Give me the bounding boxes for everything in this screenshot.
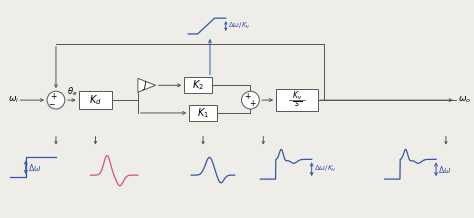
Bar <box>276 89 318 111</box>
Polygon shape <box>138 78 155 92</box>
Text: $K_2$: $K_2$ <box>192 78 204 92</box>
Text: $\frac{K_v}{s}$: $\frac{K_v}{s}$ <box>292 89 302 111</box>
Text: +: + <box>50 92 56 101</box>
Text: $-$: $-$ <box>48 99 56 107</box>
Text: $K_1$: $K_1$ <box>197 106 209 120</box>
Bar <box>79 91 112 109</box>
Bar <box>189 105 217 121</box>
Text: $\omega_i$: $\omega_i$ <box>8 95 19 105</box>
Text: $\theta_e$: $\theta_e$ <box>67 86 77 98</box>
Circle shape <box>242 91 259 109</box>
Text: $\omega_o$: $\omega_o$ <box>458 95 471 105</box>
Text: $\Delta\omega$: $\Delta\omega$ <box>28 162 41 173</box>
Text: $\Delta\omega/K_v$: $\Delta\omega/K_v$ <box>314 164 336 174</box>
Text: $K_d$: $K_d$ <box>89 93 102 107</box>
Circle shape <box>47 91 65 109</box>
Text: +: + <box>244 92 250 101</box>
Text: $\Delta\omega$: $\Delta\omega$ <box>438 164 451 175</box>
Text: +: + <box>249 99 255 107</box>
Bar <box>184 77 212 93</box>
Text: $J$: $J$ <box>142 79 148 92</box>
Text: $\Delta\omega/K_v$: $\Delta\omega/K_v$ <box>228 21 250 31</box>
